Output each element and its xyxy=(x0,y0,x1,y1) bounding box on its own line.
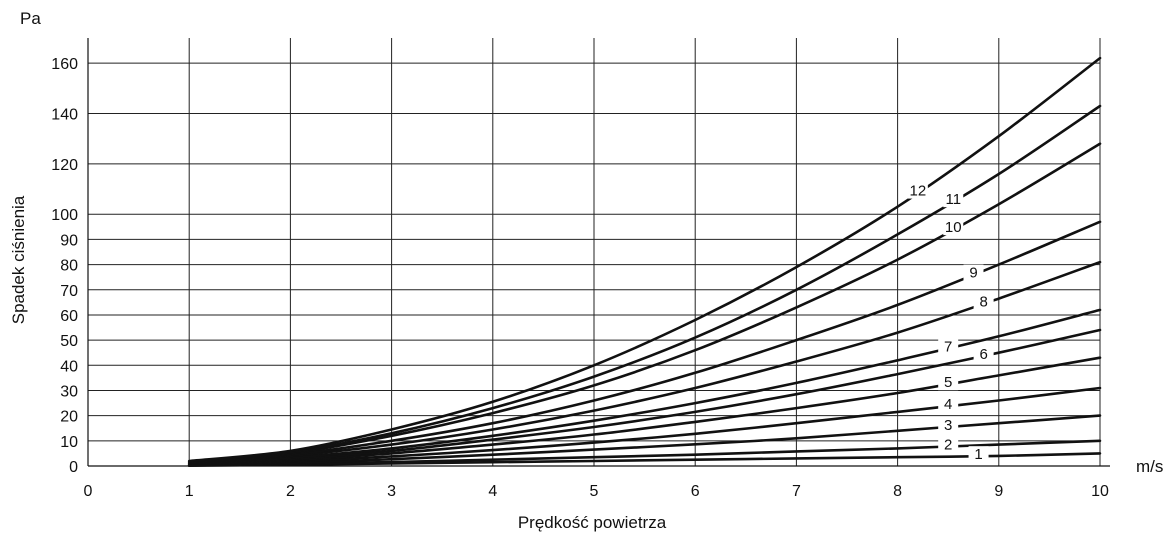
curve-label-bg xyxy=(968,446,989,463)
curve-label-10: 10 xyxy=(945,219,962,236)
curve-label-6: 6 xyxy=(979,346,987,363)
x-tick-label: 2 xyxy=(286,483,295,500)
y-tick-label: 90 xyxy=(60,232,78,249)
x-tick-label: 6 xyxy=(691,483,700,500)
curve-label-7: 7 xyxy=(944,338,952,355)
y-unit-label: Pa xyxy=(20,9,41,28)
curve-label-bg xyxy=(938,416,959,433)
y-tick-label: 70 xyxy=(60,283,78,300)
curve-12 xyxy=(187,56,1102,463)
y-tick-label: 120 xyxy=(51,157,78,174)
curve-label-3: 3 xyxy=(944,417,952,434)
x-tick-label: 7 xyxy=(792,483,801,500)
curve-label-bg xyxy=(943,219,964,236)
y-tick-label: 30 xyxy=(60,383,78,400)
curve-label-bg xyxy=(938,396,959,413)
y-tick-label: 140 xyxy=(51,107,78,124)
curve-label-1: 1 xyxy=(974,446,982,463)
curve-label-bg xyxy=(973,345,994,362)
x-tick-label: 0 xyxy=(84,483,93,500)
curve-label-bg xyxy=(907,182,928,199)
y-tick-label: 0 xyxy=(69,459,78,476)
x-tick-label: 10 xyxy=(1091,483,1109,500)
curve-6 xyxy=(187,328,1102,466)
curve-label-12: 12 xyxy=(909,183,926,200)
curve-label-bg xyxy=(943,191,964,208)
y-tick-label: 60 xyxy=(60,308,78,325)
y-tick-label: 100 xyxy=(51,207,78,224)
x-tick-label: 3 xyxy=(387,483,396,500)
curve-label-8: 8 xyxy=(979,294,987,311)
curve-label-5: 5 xyxy=(944,374,952,391)
x-unit-label: m/s xyxy=(1136,457,1163,476)
curve-10 xyxy=(187,142,1102,464)
y-axis-label: Spadek ciśnienia xyxy=(9,195,28,324)
curve-8 xyxy=(187,260,1102,465)
curve-label-bg xyxy=(973,293,994,310)
x-tick-label: 9 xyxy=(994,483,1003,500)
curve-label-11: 11 xyxy=(945,191,961,208)
x-tick-label: 1 xyxy=(185,483,194,500)
x-tick-label: 8 xyxy=(893,483,902,500)
curve-label-bg xyxy=(938,338,959,355)
y-tick-label: 160 xyxy=(51,56,78,73)
tick-layer: 0 1 2 3 4 5 6 7 8 9 100102030405060708090100120140… xyxy=(51,56,1109,500)
curve-9 xyxy=(187,220,1102,465)
y-tick-label: 20 xyxy=(60,409,78,426)
curve-label-bg xyxy=(938,436,959,453)
curve-11 xyxy=(187,104,1102,463)
x-tick-label: 5 xyxy=(590,483,599,500)
y-tick-label: 50 xyxy=(60,333,78,350)
x-axis-label: Prędkość powietrza xyxy=(518,513,667,532)
y-tick-label: 40 xyxy=(60,358,78,375)
curve-label-9: 9 xyxy=(969,265,977,282)
y-tick-label: 10 xyxy=(60,434,78,451)
x-tick-label: 4 xyxy=(488,483,497,500)
y-tick-label: 80 xyxy=(60,258,78,275)
curve-label-2: 2 xyxy=(944,436,952,453)
curve-label-bg xyxy=(938,374,959,391)
curve-label-bg xyxy=(963,264,984,281)
curve-layer xyxy=(187,56,1102,467)
curve-label-4: 4 xyxy=(944,396,952,413)
